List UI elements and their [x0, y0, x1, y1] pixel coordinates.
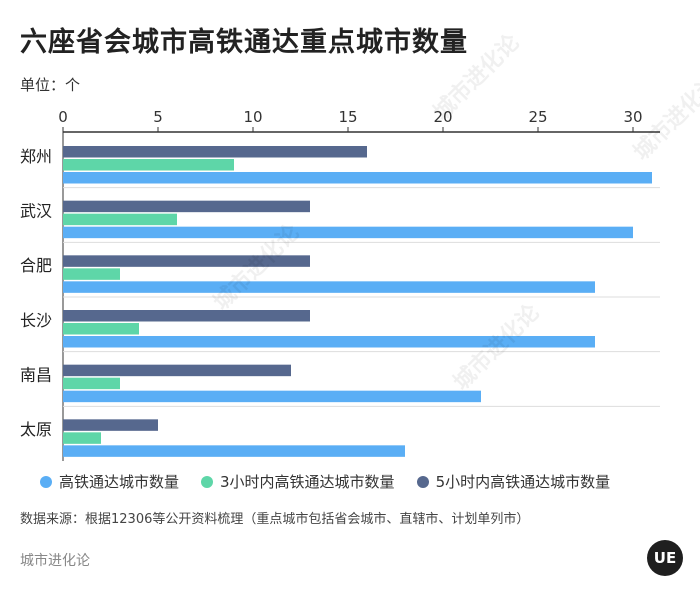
- legend-item-3h: 3小时内高铁通达城市数量: [201, 471, 395, 492]
- legend-item-total: 高铁通达城市数量: [40, 471, 179, 492]
- category-label: 长沙: [20, 311, 52, 330]
- legend-item-5h: 5小时内高铁通达城市数量: [416, 471, 611, 492]
- bar-0-2: [63, 172, 652, 184]
- legend-label-5h: 5小时内高铁通达城市数量: [435, 473, 611, 491]
- legend-dot-5h: [416, 475, 429, 488]
- x-tick-label: 10: [243, 108, 262, 126]
- x-tick-label: 20: [433, 108, 452, 126]
- bar-5-0: [63, 419, 158, 431]
- bar-4-1: [63, 377, 120, 390]
- bar-1-2: [63, 226, 633, 239]
- bar-5-1: [63, 432, 101, 444]
- category-label: 南昌: [20, 366, 52, 385]
- bar-2-0: [63, 255, 310, 267]
- legend-label-total: 高铁通达城市数量: [59, 473, 180, 491]
- category-label: 合肥: [20, 256, 52, 275]
- x-tick-label: 5: [153, 108, 163, 126]
- bar-2-2: [63, 281, 595, 293]
- bar-0-1: [63, 159, 234, 171]
- brand-logo: UE: [647, 540, 683, 576]
- legend-dot-3h: [201, 475, 214, 488]
- bar-4-0: [63, 364, 291, 377]
- unit-label: 单位：个: [20, 76, 81, 94]
- category-label: 郑州: [20, 147, 52, 166]
- source-note: 数据来源：根据12306等公开资料梳理（重点城市包括省会城市、直辖市、计划单列市…: [20, 512, 530, 527]
- bar-3-1: [63, 323, 139, 335]
- bar-3-0: [63, 310, 310, 322]
- legend-label-3h: 3小时内高铁通达城市数量: [220, 473, 395, 491]
- brand-name: 城市进化论: [20, 553, 90, 569]
- legend: 高铁通达城市数量 3小时内高铁通达城市数量 5小时内高铁通达城市数量: [40, 471, 632, 492]
- category-label: 武汉: [20, 202, 52, 221]
- bar-1-1: [63, 213, 177, 226]
- bar-2-1: [63, 268, 120, 280]
- bar-4-2: [63, 390, 481, 403]
- x-tick-label: 25: [528, 108, 547, 126]
- x-tick-label: 30: [623, 108, 642, 126]
- bar-0-0: [63, 146, 367, 158]
- chart-title: 六座省会城市高铁通达重点城市数量: [20, 27, 468, 58]
- legend-dot-total: [40, 475, 52, 488]
- category-label: 太原: [20, 420, 52, 439]
- bar-5-2: [63, 445, 405, 457]
- bar-3-2: [63, 336, 595, 348]
- bar-1-0: [63, 200, 310, 213]
- x-tick-label: 15: [338, 108, 357, 126]
- x-tick-label: 0: [58, 108, 68, 126]
